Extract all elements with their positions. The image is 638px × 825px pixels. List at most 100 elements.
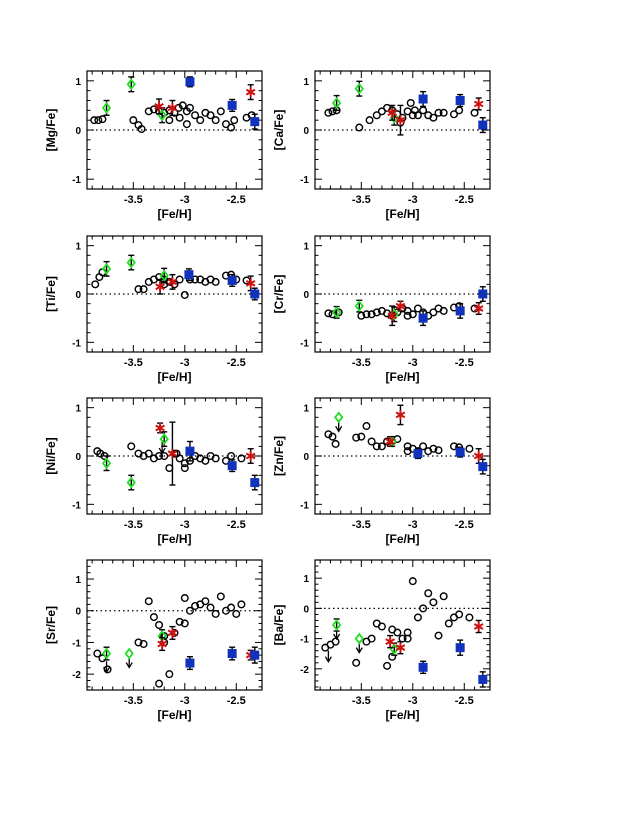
red-star-point [167, 104, 178, 112]
red-star-point [473, 452, 484, 460]
green-diamond-point [126, 476, 136, 489]
open-circle-point [403, 107, 412, 116]
x-tick-label: -3.5 [124, 194, 143, 206]
open-circle-point [139, 285, 148, 294]
open-circle-point [185, 606, 194, 615]
red-star-point [154, 103, 164, 110]
x-axis-label: [Fe/H] [158, 708, 192, 722]
x-axis-label: [Fe/H] [158, 370, 192, 384]
red-star-point [245, 280, 256, 287]
open-circle-point [352, 658, 361, 667]
open-circle-point [434, 446, 443, 455]
green-diamond-point [159, 433, 169, 446]
red-star-point [395, 411, 406, 419]
y-tick-label: -1 [300, 338, 309, 349]
open-circle-point [449, 110, 458, 119]
open-circle-point [444, 619, 453, 628]
upper-limit-arrowhead [335, 425, 343, 433]
open-circle-point [324, 309, 333, 318]
green-diamond-point [101, 262, 112, 275]
y-tick-label: 1 [75, 77, 81, 88]
open-circle-point [470, 108, 479, 117]
y-axis-label: [Ba/Fe] [272, 605, 286, 646]
open-circle-point [429, 598, 438, 607]
panel-mgfe: -3.5 -3 -2.5 -1 0 1 [Fe/H] [Mg/Fe] [44, 70, 263, 221]
open-circle-point [98, 115, 107, 124]
open-circle-point [419, 604, 428, 613]
open-circle-point [165, 116, 174, 125]
open-circle-point [403, 311, 412, 320]
open-circle-point [439, 108, 448, 117]
x-tick-label: -3.5 [124, 695, 143, 707]
open-circle-point [175, 275, 184, 284]
open-circle-point [191, 111, 200, 120]
open-circle-point [408, 577, 417, 586]
x-tick-label: -3 [408, 519, 418, 531]
open-circle-point [355, 123, 364, 132]
x-tick-label: -2.5 [227, 695, 246, 707]
y-tick-label: -1 [300, 500, 309, 511]
blue-square-point [184, 270, 194, 280]
x-tick-label: -3.5 [124, 357, 143, 369]
open-circle-point [365, 116, 374, 125]
open-circle-point [180, 594, 189, 603]
open-circle-point [216, 107, 225, 116]
open-circle-point [237, 600, 246, 609]
open-circle-point [362, 422, 371, 431]
open-circle-point [331, 637, 340, 646]
red-star-point [155, 424, 165, 432]
blue-square-point [478, 674, 488, 684]
green-diamond-point [354, 82, 364, 95]
x-axis-label: [Fe/H] [158, 207, 192, 221]
open-circle-point [357, 432, 366, 441]
open-circle-point [180, 459, 189, 468]
open-circle-point [155, 452, 164, 461]
x-tick-label: -2.5 [455, 357, 474, 369]
blue-square-point [418, 662, 428, 672]
open-circle-point [403, 628, 412, 637]
y-axis-label: [Zn/Fe] [272, 436, 286, 476]
x-tick-label: -3 [180, 519, 190, 531]
open-circle-point [175, 617, 184, 626]
open-circle-point [352, 433, 361, 442]
open-circle-point [139, 640, 148, 649]
y-axis-label: [Mg/Fe] [44, 109, 58, 152]
y-tick-label: -1 [300, 175, 309, 186]
red-star-point [473, 305, 484, 312]
open-circle-point [230, 116, 239, 125]
red-star-point [473, 623, 484, 630]
x-axis-label: [Fe/H] [386, 708, 420, 722]
y-tick-label: 0 [75, 452, 81, 463]
open-circle-point [232, 609, 241, 618]
x-axis-label: [Fe/H] [386, 207, 420, 221]
green-diamond-point [101, 457, 112, 470]
panel-tife: -3.5 -3 -2.5 -1 0 1 [Fe/H] [Ti/Fe] [44, 235, 263, 384]
red-star-point [167, 450, 178, 457]
y-tick-label: 0 [75, 290, 81, 301]
panel-bafe: -3.5 -3 -2.5 -2 -1 0 1 [Fe/H] [Ba/Fe] [272, 559, 491, 722]
open-circle-point [372, 111, 381, 120]
open-circle-point [328, 432, 337, 441]
red-star-point [387, 109, 398, 117]
x-tick-label: -3 [180, 695, 190, 707]
open-circle-point [408, 111, 417, 120]
x-tick-label: -2.5 [227, 357, 246, 369]
red-star-point [395, 302, 406, 310]
green-diamond-point [331, 96, 342, 109]
x-tick-label: -3.5 [352, 194, 371, 206]
open-circle-point [160, 452, 169, 461]
open-circle-point [91, 280, 100, 289]
blue-square-point [478, 462, 488, 472]
open-circle-point [324, 108, 333, 117]
red-star-point [385, 438, 395, 445]
open-circle-point [367, 437, 376, 446]
open-circle-point [144, 107, 153, 116]
y-tick-label: 1 [303, 574, 309, 585]
open-circle-point [191, 275, 200, 284]
blue-square-point [227, 649, 237, 659]
open-circle-point [175, 113, 184, 122]
open-circle-point [155, 679, 164, 688]
open-circle-point [388, 652, 397, 661]
y-tick-label: -2 [300, 665, 309, 676]
